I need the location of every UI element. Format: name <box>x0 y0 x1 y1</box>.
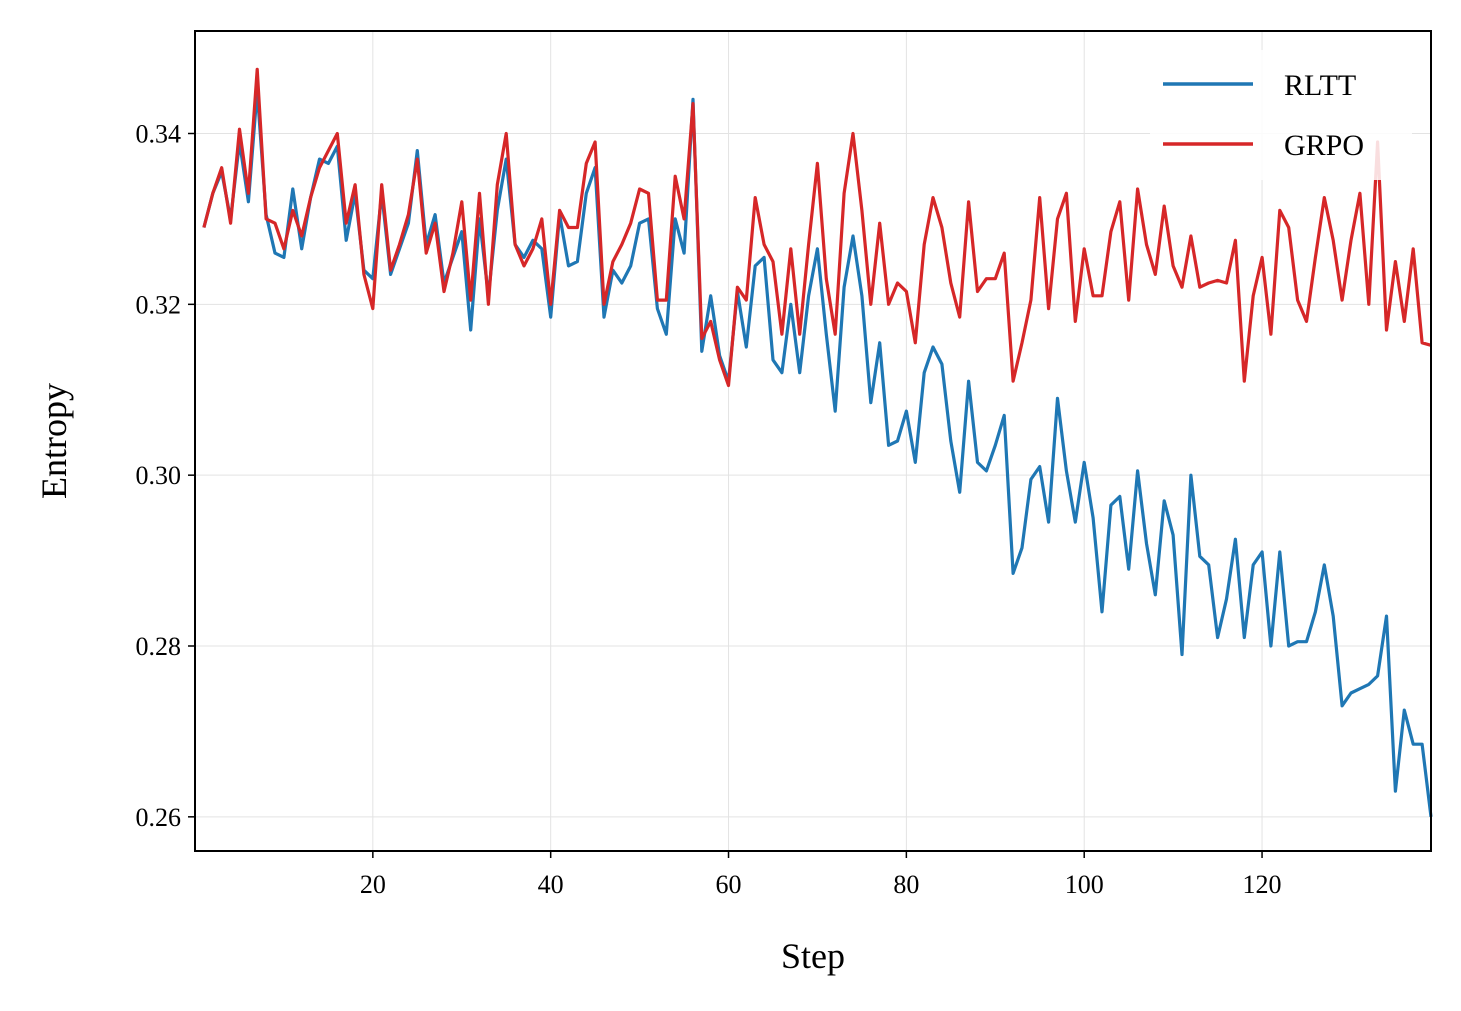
x-tick-label: 120 <box>1243 870 1282 899</box>
y-tick-label: 0.32 <box>136 290 182 319</box>
x-tick-label: 40 <box>538 870 564 899</box>
legend-label-rltt: RLTT <box>1284 69 1356 102</box>
legend: RLTT GRPO <box>1150 50 1412 180</box>
x-tick-label: 100 <box>1065 870 1104 899</box>
x-tick-label: 20 <box>360 870 386 899</box>
series-line-rltt <box>202 89 1433 817</box>
x-tick-label: 60 <box>716 870 742 899</box>
legend-box <box>1150 50 1412 180</box>
y-tick-label: 0.26 <box>136 803 182 832</box>
series-line-grpo <box>202 67 1432 388</box>
x-axis-label: Step <box>781 936 845 976</box>
legend-label-grpo: GRPO <box>1284 129 1364 162</box>
y-tick-label: 0.28 <box>136 632 182 661</box>
y-tick-label: 0.30 <box>136 461 182 490</box>
y-axis-ticks: 0.26 0.28 0.30 0.32 0.34 <box>136 120 195 832</box>
y-axis-label: Entropy <box>34 383 74 499</box>
x-tick-label: 80 <box>893 870 919 899</box>
plot-frame <box>194 30 1432 852</box>
y-tick-label: 0.34 <box>136 120 182 149</box>
x-axis-ticks: 20 40 60 80 100 120 <box>360 851 1282 899</box>
series-lines <box>202 67 1433 817</box>
